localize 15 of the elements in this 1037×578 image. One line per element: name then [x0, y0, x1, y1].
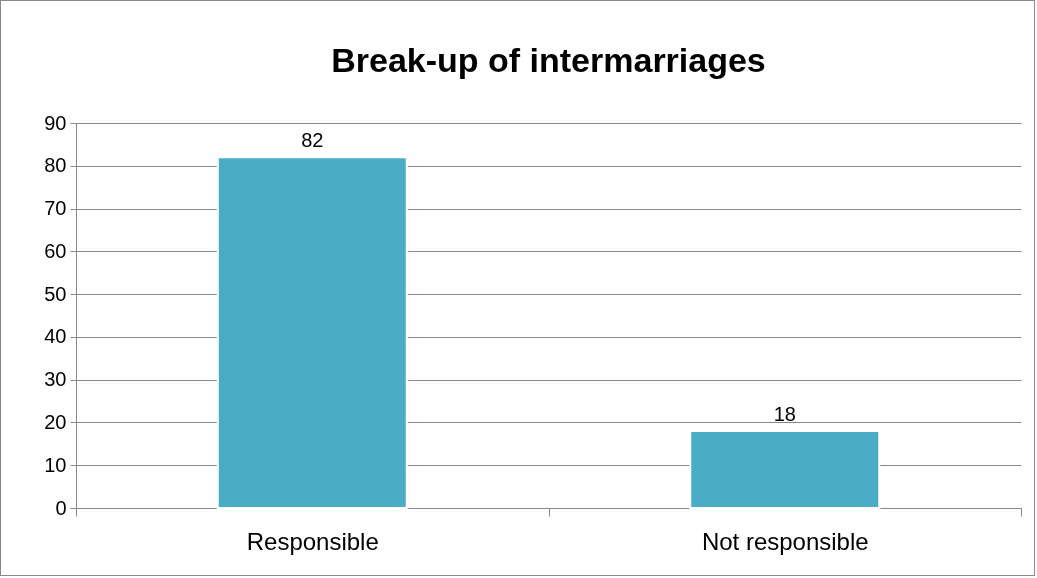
- y-tick-label: 90: [44, 111, 67, 134]
- y-tick-label: 10: [44, 453, 67, 476]
- y-tick-label: 40: [44, 325, 67, 348]
- y-tick-label: 30: [44, 368, 67, 391]
- y-tick-label: 60: [44, 239, 67, 262]
- y-tick-label: 70: [44, 197, 67, 220]
- x-tick-label: Responsible: [246, 527, 379, 555]
- y-tick-label: 0: [55, 496, 67, 519]
- data-label: 18: [773, 403, 796, 425]
- y-tick-label: 80: [44, 154, 67, 177]
- y-tick-label: 20: [44, 410, 67, 433]
- x-tick-label: Not responsible: [701, 527, 869, 555]
- chart-title: Break-up of intermarriages: [331, 41, 766, 79]
- data-label: 82: [301, 129, 324, 152]
- y-tick-label: 50: [44, 282, 67, 305]
